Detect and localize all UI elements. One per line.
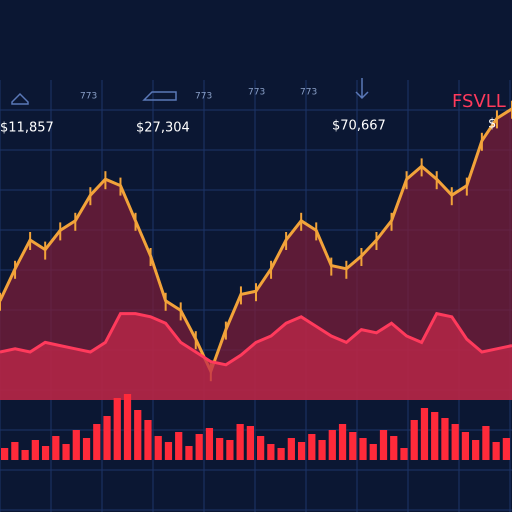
volume-bar — [123, 394, 132, 460]
top-label: 773 — [300, 88, 317, 98]
volume-bar — [103, 416, 111, 460]
area-fill — [0, 313, 512, 400]
volume-bar — [226, 440, 234, 460]
volume-bar — [492, 442, 500, 460]
volume-bar — [175, 432, 183, 460]
volume-bar — [82, 438, 91, 460]
volume-bar — [338, 424, 347, 460]
volume-bar — [328, 430, 336, 460]
volume-bar — [93, 424, 101, 460]
arrow-icon — [355, 78, 369, 100]
volume-bar — [31, 440, 39, 460]
price-label: $11,857 — [0, 121, 54, 136]
volume-bar — [420, 408, 429, 460]
volume-bar — [451, 424, 459, 460]
volume-bar — [318, 440, 326, 460]
volume-bar — [1, 448, 9, 460]
volume-bar — [431, 412, 439, 460]
volume-bar — [379, 430, 388, 460]
volume-bar — [52, 436, 60, 460]
volume-bar — [297, 442, 306, 460]
volume-bar — [134, 410, 142, 460]
volume-bar — [41, 446, 50, 460]
window-icon — [142, 91, 177, 101]
volume-bar — [21, 450, 29, 460]
volume-bar — [72, 430, 80, 460]
volume-bar — [62, 444, 70, 460]
volume-bar — [267, 444, 275, 460]
volume-bar — [349, 432, 357, 460]
plot — [0, 100, 512, 460]
top-label: 773 — [248, 88, 265, 98]
top-label: 773 — [195, 92, 212, 102]
volume-bar — [277, 448, 285, 460]
volume-bar — [154, 436, 162, 460]
volume-bar — [236, 424, 244, 460]
price-label: $27,304 — [136, 121, 190, 136]
price-label: $70,667 — [332, 119, 386, 134]
volume-bar — [461, 432, 470, 460]
volume-bar — [257, 436, 265, 460]
volume-bar — [205, 428, 214, 460]
volume-bar — [502, 438, 510, 460]
volume-bar — [287, 438, 295, 460]
volume-bar — [441, 418, 449, 460]
volume-bar — [369, 444, 377, 460]
volume-bar — [113, 398, 121, 460]
volume-bar — [359, 438, 367, 460]
volume-bar — [246, 426, 254, 460]
volume-bar — [144, 420, 152, 460]
volume-bar — [410, 420, 418, 460]
volume-bar — [400, 448, 408, 460]
volume-bar — [195, 434, 203, 460]
volume-bar — [482, 426, 490, 460]
volume-bar — [164, 442, 173, 460]
volume-bar — [308, 434, 316, 460]
ticker: FSVLL — [452, 91, 506, 112]
volume-bar — [390, 436, 398, 460]
volume-bar — [185, 446, 193, 460]
volume-bar — [11, 442, 19, 460]
volume-bar — [472, 440, 480, 460]
home-icon — [11, 92, 29, 105]
volume-bar — [216, 438, 224, 460]
line — [0, 311, 512, 367]
price-label: $ — [488, 117, 496, 132]
top-label: 773 — [80, 92, 97, 102]
